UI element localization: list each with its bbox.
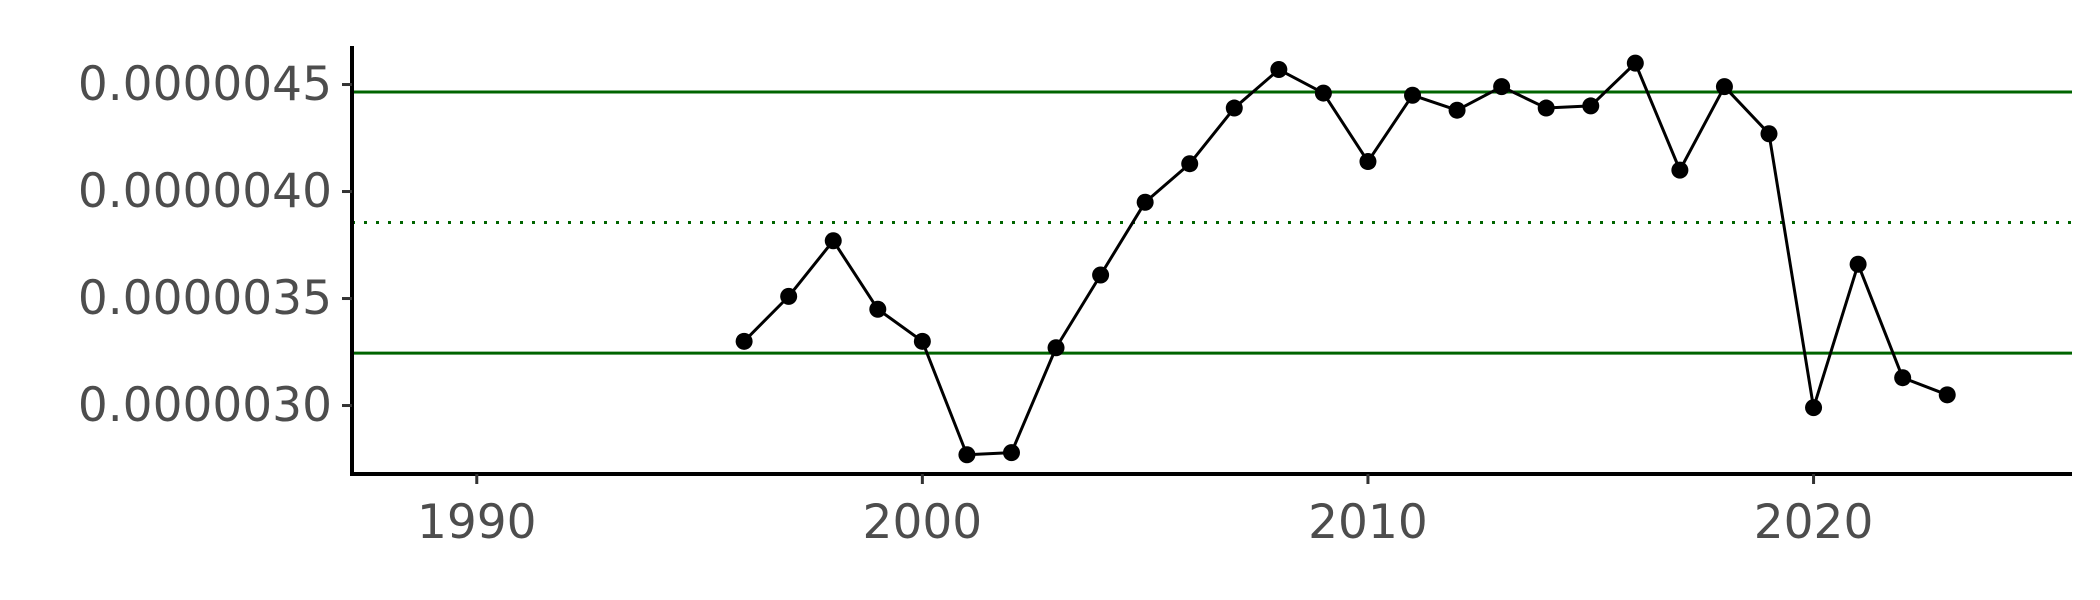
data-point-2005 xyxy=(1136,193,1154,211)
x-tick-label: 2010 xyxy=(1308,495,1428,550)
data-point-2023 xyxy=(1938,386,1956,404)
x-tick-label: 1990 xyxy=(417,495,537,550)
data-point-1999 xyxy=(869,300,887,318)
data-point-2006 xyxy=(1181,155,1199,173)
data-point-2022 xyxy=(1894,369,1912,387)
series-layer xyxy=(735,54,1956,464)
data-point-2014 xyxy=(1537,99,1555,117)
y-tick-label: 0.0000040 xyxy=(78,164,332,219)
x-ticks: 1990 2000 2010 2020 xyxy=(417,474,1873,550)
data-point-2013 xyxy=(1493,78,1511,96)
data-point-1996 xyxy=(735,332,753,350)
y-tick-label: 0.0000045 xyxy=(78,57,332,112)
data-point-2020 xyxy=(1805,399,1823,417)
data-point-2000 xyxy=(913,332,931,350)
axes xyxy=(350,46,2072,476)
y-ticks: 0.0000030 0.0000035 0.0000040 0.0000045 xyxy=(78,57,352,433)
data-point-2010 xyxy=(1359,153,1377,171)
data-point-2011 xyxy=(1404,86,1422,104)
data-point-2012 xyxy=(1448,101,1466,119)
data-point-1998 xyxy=(824,232,842,250)
y-tick-label: 0.0000035 xyxy=(78,271,332,326)
data-point-2009 xyxy=(1314,84,1332,102)
data-point-2008 xyxy=(1270,61,1288,79)
y-tick-label: 0.0000030 xyxy=(78,378,332,433)
data-point-2019 xyxy=(1760,125,1778,143)
data-point-2021 xyxy=(1849,255,1867,273)
data-point-2004 xyxy=(1092,266,1110,284)
data-point-2016 xyxy=(1626,54,1644,72)
data-point-2007 xyxy=(1225,99,1243,117)
data-point-2001 xyxy=(958,446,976,464)
series-line-0 xyxy=(743,61,1948,457)
data-point-2017 xyxy=(1671,161,1689,179)
x-tick-label: 2000 xyxy=(863,495,983,550)
reference-lines xyxy=(352,90,2072,355)
data-point-2015 xyxy=(1582,97,1600,115)
data-point-2003 xyxy=(1047,339,1065,357)
x-tick-label: 2020 xyxy=(1754,495,1874,550)
data-point-2018 xyxy=(1715,78,1733,96)
data-point-1997 xyxy=(780,287,798,305)
data-point-2002 xyxy=(1002,444,1020,462)
